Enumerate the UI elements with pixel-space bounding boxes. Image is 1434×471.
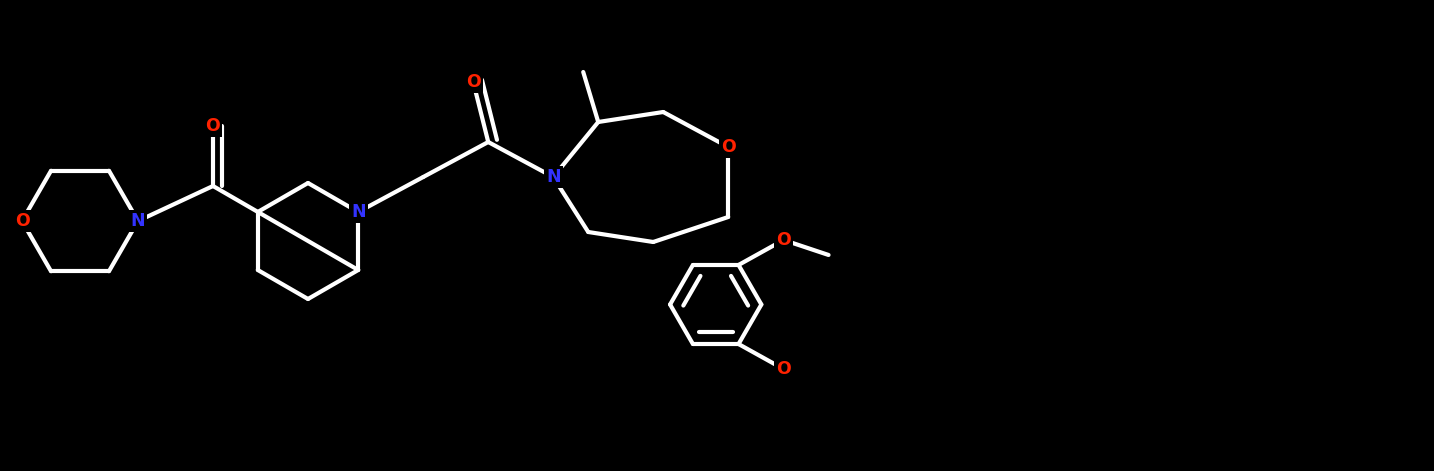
Text: O: O [721,138,736,156]
Text: O: O [205,117,221,135]
Text: O: O [14,212,29,230]
Text: N: N [130,212,145,230]
Text: O: O [466,73,480,91]
Text: N: N [351,203,366,221]
Text: O: O [776,231,792,249]
Text: N: N [546,168,561,186]
Text: O: O [776,360,792,378]
